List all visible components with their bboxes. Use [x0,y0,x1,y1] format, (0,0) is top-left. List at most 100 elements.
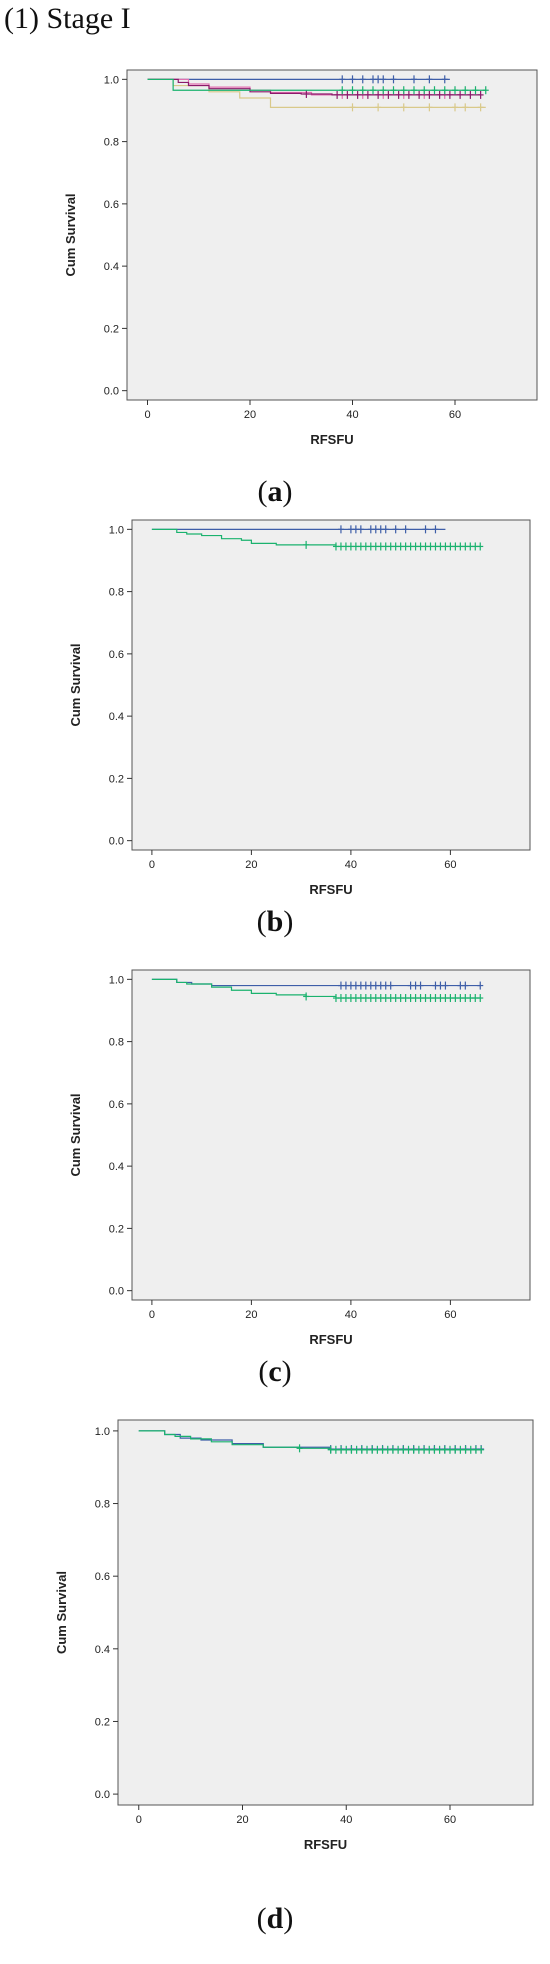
censor-mark [482,86,489,95]
censor-mark [447,1445,453,1454]
censor-mark [344,90,351,99]
y-tick-label: 1.0 [95,1426,110,1438]
censor-mark [353,1445,360,1454]
plot-area [131,969,531,1301]
panel-caption: (a) [257,475,293,508]
censor-mark [478,1445,485,1454]
censor-mark [382,525,389,534]
y-tick-label: 1.0 [104,74,119,86]
censor-mark [441,86,448,95]
censor-mark [359,86,366,95]
censor-mark [442,981,449,990]
censor-mark [358,1445,365,1454]
km-chart-c: 0.0 0.2 0.4 0.6 0.8 1.0 0 20 40 60 RFSFU Cum Surviv… [68,969,531,1347]
x-tick-label: 60 [449,409,461,421]
censor-mark [446,90,453,99]
censor-mark [375,90,382,99]
censor-mark [375,75,382,84]
chart-panel-b: 0.0 0.2 0.4 0.6 0.8 1.0 0 20 40 60 RFSFU Cum Surviv… [0,500,550,970]
censor-mark [441,1445,448,1454]
survival-curve-2 [151,978,481,999]
censor-mark [472,86,479,95]
censor-mark [477,994,484,1003]
censor-mark [436,1445,443,1454]
censor-mark [400,103,407,112]
censor-mark [452,86,458,95]
censor-mark [296,1444,303,1453]
y-tick-label: 0.8 [109,1037,124,1049]
censor-mark [370,75,376,84]
censor-mark [339,86,346,95]
censor-mark [477,542,484,551]
censor-mark [431,86,438,95]
censor-mark [405,90,412,99]
censor-mark [462,1445,469,1454]
censor-mark [364,90,371,99]
y-tick-label: 1.0 [109,974,124,986]
x-tick-label: 20 [245,859,257,871]
censor-mark [354,90,361,99]
censor-mark [375,103,382,112]
censor-mark [303,540,310,549]
censor-mark [385,90,392,99]
censor-mark [416,90,423,99]
censor-mark [410,1445,417,1454]
x-tick-label: 40 [345,859,357,871]
y-axis-title: Cum Survival [68,1093,83,1176]
page-heading: (1) Stage I [4,2,131,35]
y-tick-label: 0.6 [104,199,119,211]
censor-mark [462,86,469,95]
censor-mark [405,1445,412,1454]
x-tick-label: 40 [340,1814,352,1826]
censor-mark [349,75,356,84]
panel-caption: (d) [256,1902,294,1935]
x-tick-label: 40 [345,1309,357,1321]
plot-area [131,519,531,851]
censor-mark [389,1445,396,1454]
censor-mark [402,525,409,534]
censor-mark [364,1445,370,1454]
censor-mark [339,75,346,84]
y-tick-label: 0.4 [104,261,119,273]
censor-mark [457,1445,464,1454]
censor-mark [338,1445,345,1454]
x-tick-label: 40 [346,409,358,421]
censor-mark [462,103,469,112]
survival-curve-5 [147,78,486,91]
y-tick-label: 0.6 [109,1099,124,1111]
censor-mark [432,525,439,534]
x-tick-label: 0 [144,409,150,421]
km-chart-b: 0.0 0.2 0.4 0.6 0.8 1.0 0 20 40 60 RFSFU Cum Surviv… [68,519,531,897]
x-tick-label: 20 [236,1814,248,1826]
censor-mark [343,1445,350,1454]
y-tick-label: 0.2 [95,1716,110,1728]
censor-mark [303,992,310,1001]
x-tick-label: 0 [149,859,155,871]
censor-mark [369,1445,376,1454]
censor-mark [357,525,364,534]
y-tick-label: 0.8 [104,137,119,149]
y-tick-label: 0.4 [95,1644,110,1656]
x-tick-label: 0 [149,1309,155,1321]
y-tick-label: 0.0 [109,836,124,848]
censor-mark [441,75,448,84]
censor-mark [348,1445,355,1454]
censor-mark [462,981,469,990]
chart-panel-a: 0.0 0.2 0.4 0.6 0.8 1.0 0 20 40 60 RFSFU Cum Surviv… [0,40,550,540]
censor-mark [467,90,474,99]
plot-area [117,1419,534,1806]
censor-mark [395,90,402,99]
censor-mark [359,75,366,84]
x-tick-label: 60 [444,1814,456,1826]
censor-mark [395,1445,402,1454]
y-tick-label: 0.4 [109,1161,124,1173]
censor-mark [379,1445,386,1454]
y-axis-title: Cum Survival [54,1571,69,1654]
x-axis-title: RFSFU [309,882,352,897]
panel-caption: (c) [258,1355,292,1388]
x-tick-label: 20 [244,409,256,421]
y-tick-label: 0.8 [95,1499,110,1511]
censor-mark [426,103,433,112]
survival-curve-2 [138,1430,482,1451]
censor-mark [380,86,387,95]
